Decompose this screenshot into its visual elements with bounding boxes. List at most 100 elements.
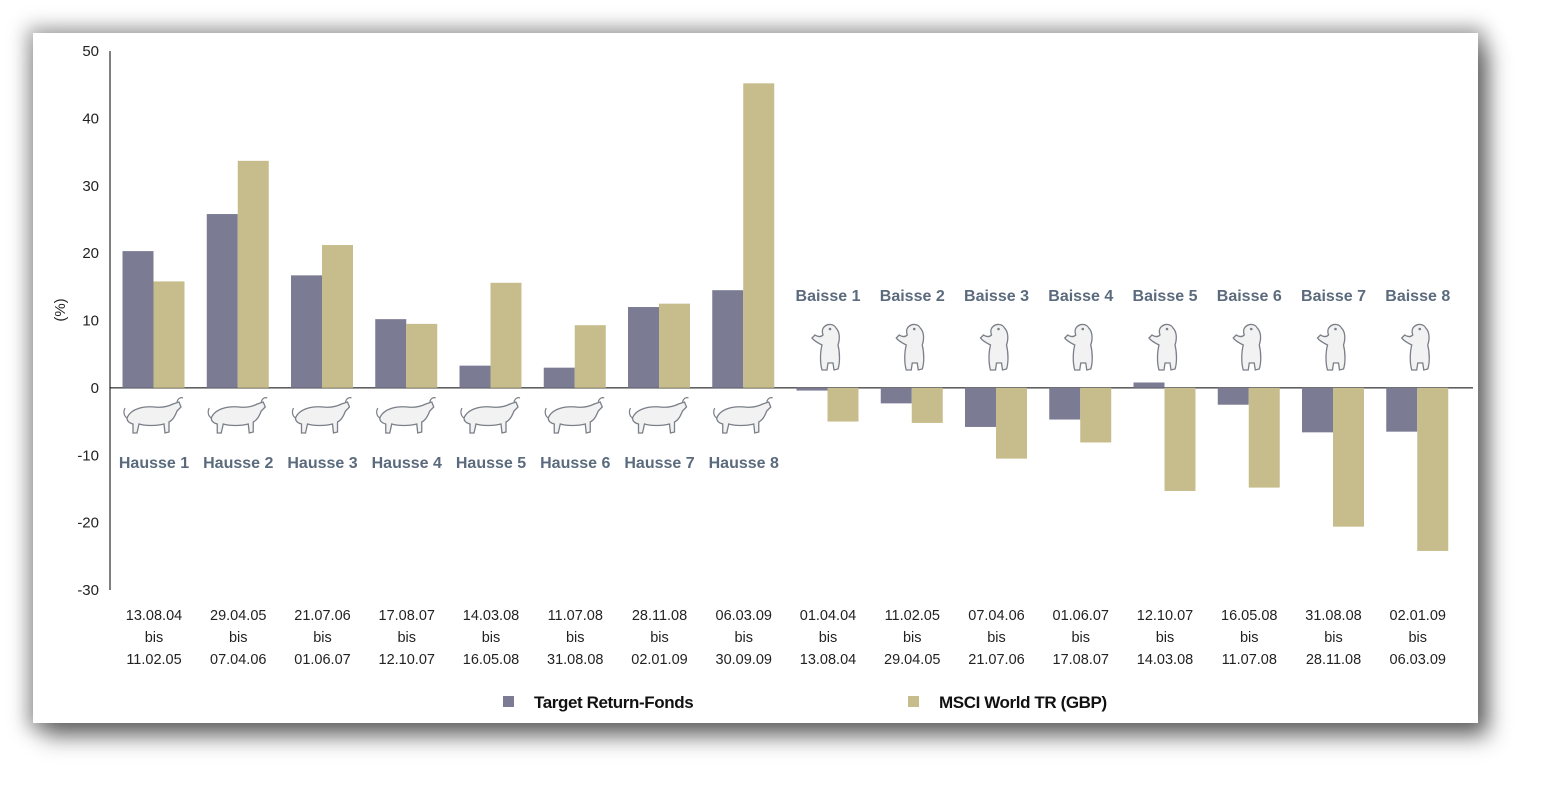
date-start: 11.07.08 [548, 608, 603, 624]
date-sep: bis [397, 630, 416, 646]
bar-msci [574, 325, 606, 388]
chart-card: 50 40 30 20 10 0 -10 -20 -30 (%) Hausse 1 Hausse … [33, 33, 1478, 723]
bar-msci [1248, 387, 1280, 488]
bull-horn [344, 397, 352, 403]
bull-icon [544, 397, 605, 434]
phase-label: Baisse 8 [1385, 288, 1450, 305]
date-end: 16.05.08 [463, 652, 519, 668]
bear-body [895, 323, 925, 371]
bar-fund [1217, 387, 1249, 405]
phase-label: Hausse 8 [709, 455, 779, 472]
date-end: 02.01.09 [631, 652, 687, 668]
bull-body [379, 401, 435, 434]
date-start: 29.04.05 [210, 608, 266, 624]
phase-label: Baisse 6 [1217, 288, 1282, 305]
date-end: 11.02.05 [126, 652, 181, 668]
bear-icon [811, 323, 841, 371]
bar-msci [322, 245, 353, 388]
date-sep: bis [1408, 630, 1427, 646]
date-start: 16.05.08 [1221, 608, 1277, 624]
bear-body [811, 323, 841, 371]
bull-icon [207, 397, 268, 434]
bear-icon [1063, 323, 1093, 371]
legend-swatch-fund [503, 696, 514, 707]
bear-eye [1418, 327, 1422, 331]
bear-icon [895, 323, 925, 371]
date-labels: 13.08.04 bis 11.02.05 29.04.05 bis 07.04.06 21… [126, 608, 1446, 668]
bull-body [631, 401, 688, 434]
bar-fund [712, 290, 744, 388]
date-sep: bis [903, 630, 922, 646]
bear-eye [1081, 327, 1085, 331]
bull-body [463, 401, 519, 434]
date-end: 13.08.04 [800, 652, 856, 668]
bar-msci [743, 83, 775, 388]
phase-label: Baisse 2 [880, 288, 945, 305]
bar-fund [459, 365, 491, 388]
legend: Target Return-Fonds MSCI World TR (GBP) [503, 693, 1107, 712]
phase-label: Hausse 1 [119, 455, 189, 472]
bull-horn [597, 397, 605, 403]
date-end: 11.07.08 [1222, 652, 1277, 668]
date-start: 21.07.06 [294, 608, 350, 624]
date-start: 12.10.07 [1137, 608, 1193, 624]
phase-label: Baisse 5 [1133, 288, 1198, 305]
bull-body [716, 401, 772, 434]
bear-body [1232, 323, 1262, 371]
phase-label: Hausse 3 [287, 455, 357, 472]
date-sep: bis [987, 630, 1006, 646]
bull-tail [544, 407, 549, 419]
bar-fund [796, 387, 828, 391]
phase-label: Hausse 4 [372, 455, 442, 472]
phase-label: Hausse 7 [624, 455, 694, 472]
bar-msci [1333, 387, 1364, 527]
phase-label: Baisse 7 [1301, 288, 1366, 305]
bar-fund [1386, 387, 1418, 432]
date-end: 21.07.06 [968, 652, 1024, 668]
y-tick-label: 10 [82, 313, 99, 330]
phase-label: Hausse 2 [203, 455, 273, 472]
phase-label: Baisse 4 [1048, 288, 1113, 305]
bars [122, 83, 1449, 551]
legend-swatch-msci [908, 696, 919, 707]
phase-label: Hausse 6 [540, 455, 610, 472]
phase-label: Hausse 5 [456, 455, 526, 472]
date-start: 31.08.08 [1305, 608, 1361, 624]
y-ticks: 50 40 30 20 10 0 -10 -20 -30 [77, 43, 99, 599]
date-sep: bis [1324, 630, 1343, 646]
bull-tail [713, 407, 718, 419]
date-end: 14.03.08 [1137, 652, 1193, 668]
bar-msci [153, 281, 185, 388]
bar-fund [1049, 387, 1081, 420]
bear-body [1316, 323, 1346, 371]
bar-fund [375, 319, 407, 388]
date-end: 01.06.07 [294, 652, 350, 668]
date-sep: bis [1071, 630, 1090, 646]
bar-fund [1133, 382, 1165, 388]
date-start: 01.06.07 [1053, 608, 1109, 624]
y-tick-label: -30 [77, 582, 99, 599]
bar-fund [628, 307, 659, 388]
bar-msci [1080, 387, 1112, 443]
date-sep: bis [145, 630, 164, 646]
bull-tail [123, 407, 128, 419]
date-end: 12.10.07 [379, 652, 435, 668]
date-sep: bis [313, 630, 332, 646]
y-tick-label: 50 [82, 43, 99, 60]
date-end: 06.03.09 [1390, 652, 1446, 668]
date-start: 14.03.08 [463, 608, 519, 624]
legend-label: Target Return-Fonds [534, 693, 693, 712]
phase-label: Baisse 3 [964, 288, 1029, 305]
bull-icon [291, 397, 352, 434]
bar-msci [996, 387, 1027, 459]
bull-body [126, 401, 182, 434]
bar-fund [291, 275, 322, 388]
date-start: 02.01.09 [1390, 608, 1446, 624]
date-end: 28.11.08 [1306, 652, 1361, 668]
bull-horn [681, 397, 689, 403]
bull-tail [291, 407, 296, 419]
bear-eye [997, 327, 1000, 331]
bar-msci [1164, 387, 1196, 491]
date-sep: bis [229, 630, 248, 646]
